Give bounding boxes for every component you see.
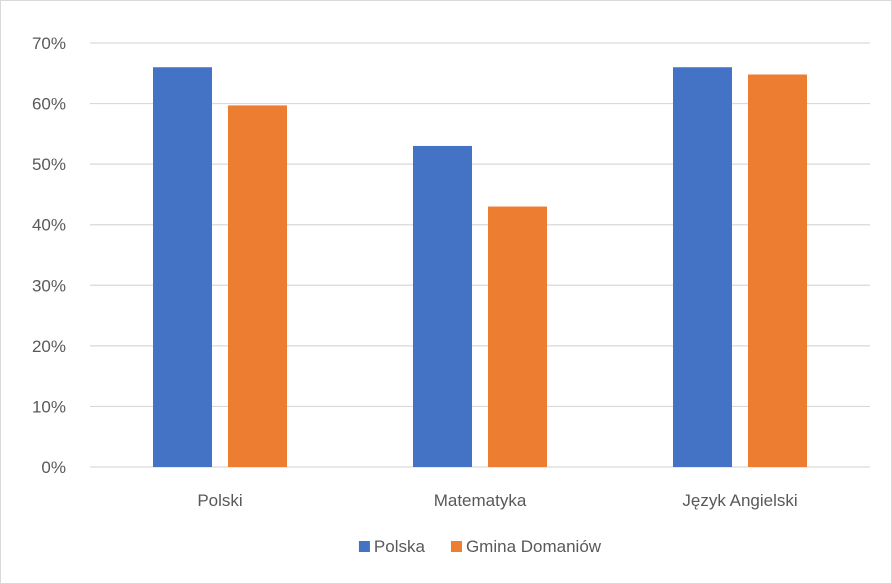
category-label: Polski — [197, 491, 242, 510]
legend: Polska Gmina Domaniów — [358, 537, 602, 556]
y-tick-label: 70% — [32, 34, 66, 53]
y-axis-tick-labels: 0% 10% 20% 30% 40% 50% 60% 70% — [32, 34, 66, 477]
bars — [153, 67, 807, 468]
legend-swatch — [450, 541, 462, 552]
bar-gmina-domaniów-2 — [748, 74, 807, 468]
bar-polska-2 — [673, 67, 732, 467]
legend-item: Polska — [358, 537, 426, 556]
category-label: Język Angielski — [682, 491, 797, 510]
legend-label: Gmina Domaniów — [466, 537, 602, 556]
y-tick-label: 60% — [32, 95, 66, 114]
y-tick-label: 30% — [32, 276, 66, 295]
y-tick-label: 40% — [32, 216, 66, 235]
legend-swatch — [358, 541, 370, 552]
bar-gmina-domaniów-0 — [228, 105, 287, 467]
bar-polska-1 — [413, 145, 472, 467]
y-tick-label: 10% — [32, 397, 66, 416]
x-axis-category-labels: Polski Matematyka Język Angielski — [197, 491, 797, 510]
y-tick-label: 0% — [41, 458, 66, 477]
legend-item: Gmina Domaniów — [450, 537, 602, 556]
bar-gmina-domaniów-1 — [488, 206, 547, 468]
legend-label: Polska — [374, 537, 426, 556]
y-tick-label: 20% — [32, 337, 66, 356]
bar-polska-0 — [153, 67, 212, 467]
y-tick-label: 50% — [32, 155, 66, 174]
gridlines — [90, 42, 870, 468]
category-label: Matematyka — [434, 491, 527, 510]
